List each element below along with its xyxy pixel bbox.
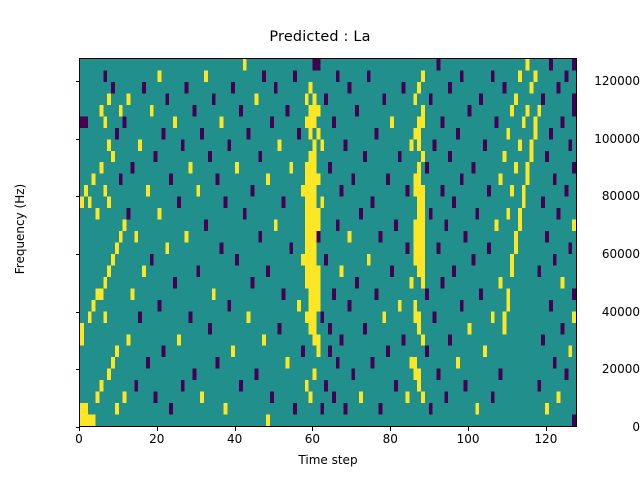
x-tick-mark [157,427,158,431]
x-axis-label: Time step [298,453,358,467]
y-tick-mark [75,369,79,370]
y-tick-label: 20000 [601,362,640,377]
y-tick-mark [75,196,79,197]
x-tick-mark [79,427,80,431]
y-tick-label: 100000 [594,131,640,146]
x-tick-mark [468,427,469,431]
x-tick-label: 20 [149,432,165,446]
y-tick-mark [75,254,79,255]
y-tick-mark [75,312,79,313]
y-tick-mark [75,81,79,82]
heatmap-axes [79,58,577,427]
y-tick-mark [75,427,79,428]
page-title: Predicted : La [269,29,371,45]
heatmap-image [80,59,576,426]
y-tick-label: 40000 [601,304,640,319]
y-tick-label: 80000 [601,189,640,204]
x-tick-mark [235,427,236,431]
x-tick-mark [390,427,391,431]
x-tick-mark [546,427,547,431]
x-tick-label: 40 [226,432,243,446]
x-tick-label: 120 [534,432,558,446]
y-tick-label: 120000 [594,74,640,89]
y-tick-label: 60000 [601,247,640,262]
y-tick-label: 0 [632,420,640,434]
x-tick-label: 0 [75,432,83,446]
x-tick-label: 100 [456,432,480,446]
x-tick-label: 60 [304,432,321,446]
x-tick-label: 80 [382,432,398,446]
y-axis-tick-labels [0,0,71,480]
y-axis-label: Frequency (Hz) [13,183,27,275]
x-tick-mark [312,427,313,431]
y-tick-mark [75,139,79,140]
